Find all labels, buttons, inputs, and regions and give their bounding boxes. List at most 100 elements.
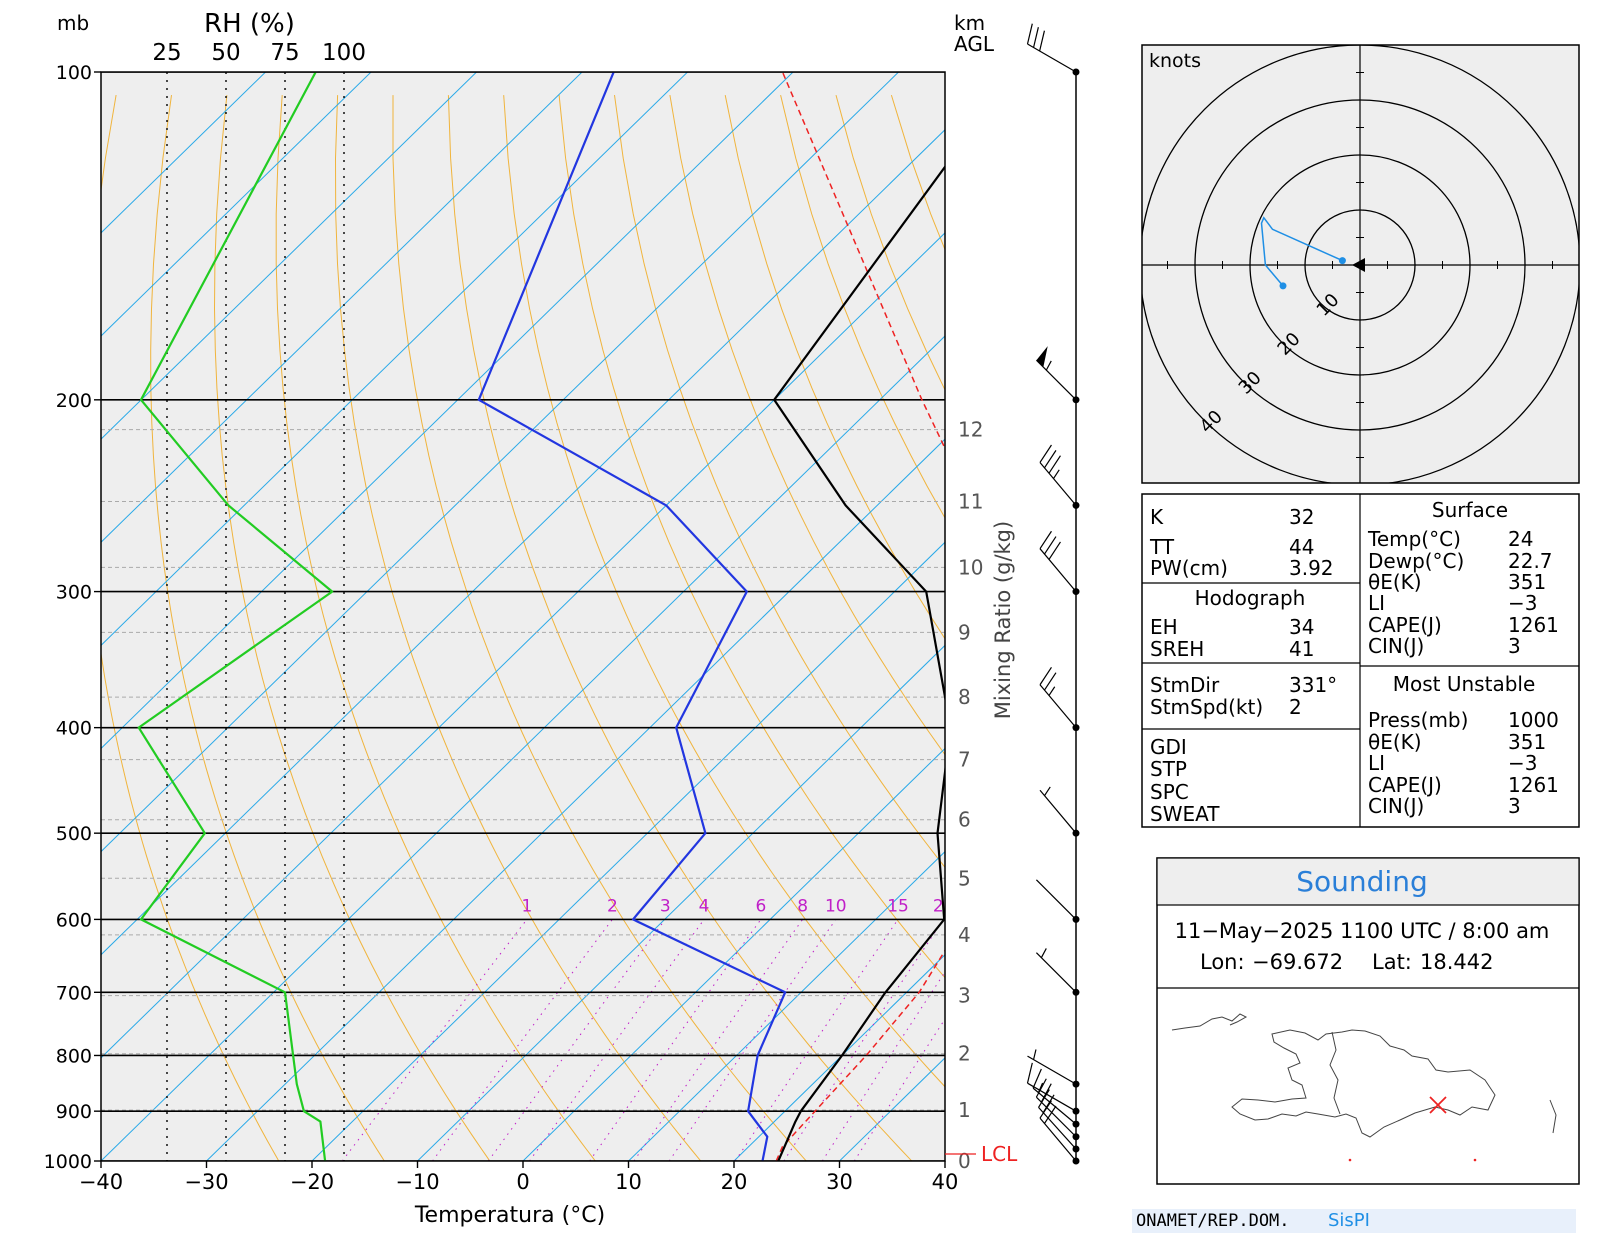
surface-temp-label: Temp(°C) xyxy=(1367,527,1461,551)
wind-barb-column xyxy=(1026,23,1080,1165)
hodograph-trace xyxy=(1260,216,1343,287)
border-line xyxy=(1329,1031,1341,1115)
temp-tick-label: 40 xyxy=(932,1170,959,1194)
k-label: K xyxy=(1150,505,1164,529)
skewt-background xyxy=(101,72,945,1161)
sounding-title: Sounding xyxy=(1296,865,1427,898)
dry-adiabat xyxy=(503,95,945,1088)
surface-cin-label: CIN(J) xyxy=(1368,634,1424,658)
barb-flag xyxy=(1040,1083,1052,1103)
surface-header: Surface xyxy=(1432,498,1508,522)
barb-shaft xyxy=(1035,879,1077,920)
height-tick-label: 11 xyxy=(958,490,983,514)
height-tick-label: 12 xyxy=(958,418,983,442)
dry-adiabat xyxy=(101,95,280,1161)
skewt-panel: 1 2 3 4 6 8 10 15 20 25 30 10020030040050060070080… xyxy=(44,9,1018,1228)
mu-cape-label: CAPE(J) xyxy=(1368,773,1442,797)
dry-adiabat xyxy=(669,95,945,756)
mixing-ratio-line xyxy=(529,919,705,1161)
rh-tick-label: 100 xyxy=(322,40,366,66)
pw-value: 3.92 xyxy=(1289,556,1334,580)
barb-flag xyxy=(1032,1068,1042,1089)
pressure-tick-label: 500 xyxy=(56,823,92,845)
mixing-ratio-tick: 3 xyxy=(660,896,671,916)
barb-half-flag xyxy=(1032,1049,1037,1060)
skewt-guides xyxy=(101,72,945,1161)
barb-half-flag xyxy=(1053,469,1060,479)
isotherm xyxy=(416,644,945,1161)
lat-value: 18.442 xyxy=(1420,950,1493,974)
mu-thetae-label: θE(K) xyxy=(1368,730,1422,754)
eh-value: 34 xyxy=(1289,615,1314,639)
wind-barbs xyxy=(1026,23,1080,1165)
pressure-tick-label: 200 xyxy=(56,390,92,412)
mixing-ratio-line xyxy=(734,919,899,1161)
x-axis-title: Temperatura (°C) xyxy=(414,1203,605,1228)
pressure-tick-label: 1000 xyxy=(44,1151,92,1173)
isotherm xyxy=(101,72,689,647)
dry-adiabat xyxy=(558,95,945,979)
map-dot-2 xyxy=(1473,1158,1477,1162)
barb-flag xyxy=(1048,455,1061,474)
height-tick-label: 1 xyxy=(958,1098,971,1122)
isotherm xyxy=(101,335,945,1161)
barb-half-flag xyxy=(1044,786,1051,796)
barb-half-flag xyxy=(1040,948,1047,958)
hispaniola-map xyxy=(1171,1013,1557,1138)
isotherm xyxy=(101,72,478,440)
hodograph-header: Hodograph xyxy=(1195,586,1306,610)
lcl-label: LCL xyxy=(981,1142,1018,1166)
rh-tick-label: 75 xyxy=(270,40,299,66)
hispaniola-coast xyxy=(1231,1029,1496,1138)
barb-flag xyxy=(1039,30,1046,52)
temp-tick-label: −40 xyxy=(79,1170,123,1194)
dry-adiabat xyxy=(614,95,945,869)
barb-shaft xyxy=(1035,359,1077,401)
isotherm xyxy=(627,850,945,1161)
sounding-datetime: 11−May−2025 1100 UTC / 8:00 am xyxy=(1175,919,1550,943)
barb-flag xyxy=(1044,1105,1057,1124)
hodograph-end-dot xyxy=(1279,282,1287,290)
barb-flag xyxy=(1039,666,1052,686)
storm-motion-marker xyxy=(1352,258,1365,272)
pressure-tick-label: 100 xyxy=(56,62,92,84)
mu-cin-value: 3 xyxy=(1508,794,1521,818)
temp-tick-label: −10 xyxy=(395,1170,439,1194)
barb-flag xyxy=(1039,444,1052,463)
surface-cape-value: 1261 xyxy=(1508,613,1559,637)
barb-flag xyxy=(1026,1062,1033,1084)
mu-cape-value: 1261 xyxy=(1508,773,1559,797)
barb-pennant xyxy=(1036,346,1048,368)
temp-tick-label: −20 xyxy=(290,1170,334,1194)
mixing-ratio-line xyxy=(341,919,528,1161)
tt-label: TT xyxy=(1149,535,1175,559)
barb-flag xyxy=(1026,23,1033,45)
map-dot-1 xyxy=(1348,1158,1352,1162)
height-tick-label: 0 xyxy=(958,1149,971,1173)
sreh-value: 41 xyxy=(1289,637,1314,661)
mixing-ratio-tick: 2 xyxy=(607,896,618,916)
mu-press-label: Press(mb) xyxy=(1368,708,1468,732)
mu-press-value: 1000 xyxy=(1508,708,1559,732)
dry-adiabat xyxy=(724,94,945,640)
barb-half-flag xyxy=(1045,360,1052,371)
mixing-ratio-tick: 20 xyxy=(933,896,955,916)
sweat-label: SWEAT xyxy=(1150,802,1220,826)
height-tick-label: 5 xyxy=(958,866,971,890)
footer-org: ONAMET/REP.DOM. xyxy=(1136,1211,1290,1231)
lat-label: Lat: xyxy=(1372,950,1412,974)
isotherm xyxy=(101,72,267,234)
station-marker xyxy=(1429,1096,1447,1114)
hodograph-start-dot xyxy=(1338,257,1346,265)
barb-shaft xyxy=(1027,1055,1077,1085)
mixing-ratio-axis-title: Mixing Ratio (g/kg) xyxy=(991,521,1015,719)
barb-flag xyxy=(1048,541,1061,560)
footer-bar: ONAMET/REP.DOM. SisPI xyxy=(1132,1209,1576,1233)
height-tick-label: 3 xyxy=(958,984,971,1008)
sreh-label: SREH xyxy=(1150,637,1204,661)
stmspd-value: 2 xyxy=(1289,695,1302,719)
info-title-bar xyxy=(1156,857,1580,906)
isotherm xyxy=(101,232,945,1059)
